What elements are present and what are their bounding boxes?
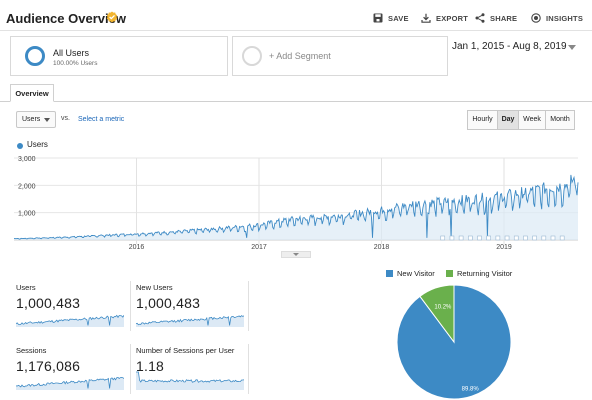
visitor-type-pie-chart[interactable]: 89.8% 10.2% [392,284,516,400]
add-segment-label: + Add Segment [269,51,331,61]
annotation-marker[interactable] [523,235,528,241]
pie-legend-returning-visitor[interactable]: Returning Visitor [446,269,512,278]
scorecard-value: 1,000,483 [136,295,201,311]
segment-all-users[interactable]: All Users 100.00% Users [10,36,228,76]
annotation-marker[interactable] [541,235,547,241]
add-segment-button[interactable]: + Add Segment [232,36,448,76]
tab-overview[interactable]: Overview [10,84,54,102]
date-range-picker[interactable]: Jan 1, 2015 - Aug 8, 2019 [452,41,567,52]
annotation-marker[interactable] [449,235,455,241]
pie-slice-label: 89.8% [462,387,480,393]
card-divider [130,281,131,331]
granularity-hourly-button[interactable]: Hourly [467,110,498,130]
granularity-month-button[interactable]: Month [545,110,575,130]
annotation-marker[interactable] [495,235,501,241]
header-divider [0,30,592,31]
pie-legend-new-visitor[interactable]: New Visitor [386,269,435,278]
x-tick-label: 2017 [251,244,267,250]
chevron-down-icon[interactable] [568,45,576,50]
card-divider [248,281,249,331]
scorecard-value: 1,176,086 [16,358,81,374]
scorecard-sessions-per-user[interactable]: Number of Sessions per User 1.18 [136,346,248,400]
sparkline-line [136,315,244,326]
insights-label: INSIGHTS [546,13,584,23]
export-button[interactable]: EXPORT [421,13,468,23]
annotation-marker[interactable] [559,235,565,241]
legend-label: New Visitor [397,269,435,278]
legend-swatch [446,270,453,277]
annotation-marker[interactable] [468,235,473,241]
sparkline-fill [16,377,124,390]
metric-select-value: Users [22,116,41,123]
scorecard-label: Sessions [16,346,47,355]
legend-label: Returning Visitor [457,269,513,278]
users-series-line[interactable] [14,174,579,240]
empty-segment-icon [242,46,262,66]
granularity-week-button[interactable]: Week [518,110,546,130]
series-legend-label: Users [27,140,48,149]
annotation-marker[interactable] [504,235,510,241]
annotation-marker[interactable] [513,235,519,241]
y-tick-label: 2,000 [18,183,36,190]
annotation-marker[interactable] [550,235,556,241]
insights-button[interactable]: INSIGHTS [531,13,583,23]
save-icon [373,13,383,23]
annotation-marker[interactable] [477,235,482,241]
sessions-per-user-sparkline [136,371,244,390]
card-divider [130,344,131,394]
annotation-marker[interactable] [440,235,446,241]
scorecard-sessions[interactable]: Sessions 1,176,086 [16,346,128,400]
scorecard-label: New Users [136,283,173,292]
dropdown-arrow-icon [44,118,50,122]
y-tick-label: 3,000 [18,156,36,163]
sparkline-line [16,314,124,326]
segment-name: All Users [53,48,90,58]
scorecard-value: 1.18 [136,358,165,374]
y-tick-label: 1,000 [18,211,36,218]
share-icon [475,13,485,23]
series-legend-swatch [17,143,23,149]
export-icon [421,13,431,23]
users-line-chart[interactable]: 3,000 2,000 1,000 2016 2017 2018 2019 [0,150,592,250]
x-tick-label: 2018 [374,244,390,250]
select-metric-link[interactable]: Select a metric [78,116,125,123]
annotation-marker[interactable] [486,235,491,241]
granularity-day-button[interactable]: Day [497,110,519,130]
scorecard-label: Number of Sessions per User [136,346,235,355]
share-label: SHARE [490,13,518,23]
save-button[interactable]: SAVE [373,13,409,23]
export-label: EXPORT [436,13,469,23]
verified-badge-icon [106,11,118,23]
insights-icon [531,13,541,23]
users-area-fill [14,174,578,240]
scorecard-new-users[interactable]: New Users 1,000,483 [136,283,248,343]
vs-label: vs. [61,115,70,122]
page-title: Audience Overview [6,11,126,26]
sessions-sparkline [16,376,124,390]
save-label: SAVE [388,13,409,23]
scorecard-value: 1,000,483 [16,295,81,311]
metric-select[interactable]: Users [16,111,56,128]
pie-slice-label: 10.2% [434,304,452,310]
pie-slice[interactable] [419,284,455,344]
new-users-sparkline [136,315,244,327]
collapse-chart-toggle[interactable] [281,251,311,258]
x-tick-label: 2019 [496,244,512,250]
sparkline-line [16,376,124,389]
tab-bar-divider [0,101,592,102]
sparkline-line [136,371,244,383]
scorecard-label: Users [16,283,36,292]
segment-percent: 100.00% Users [53,60,98,67]
annotation-marker[interactable] [458,235,464,241]
segment-color-icon [25,46,45,66]
legend-swatch [386,270,393,277]
card-divider [248,344,249,394]
annotation-marker[interactable] [532,235,537,241]
users-sparkline [16,314,124,327]
share-button[interactable]: SHARE [475,13,517,23]
x-tick-label: 2016 [129,244,145,250]
scorecard-users[interactable]: Users 1,000,483 [16,283,128,343]
